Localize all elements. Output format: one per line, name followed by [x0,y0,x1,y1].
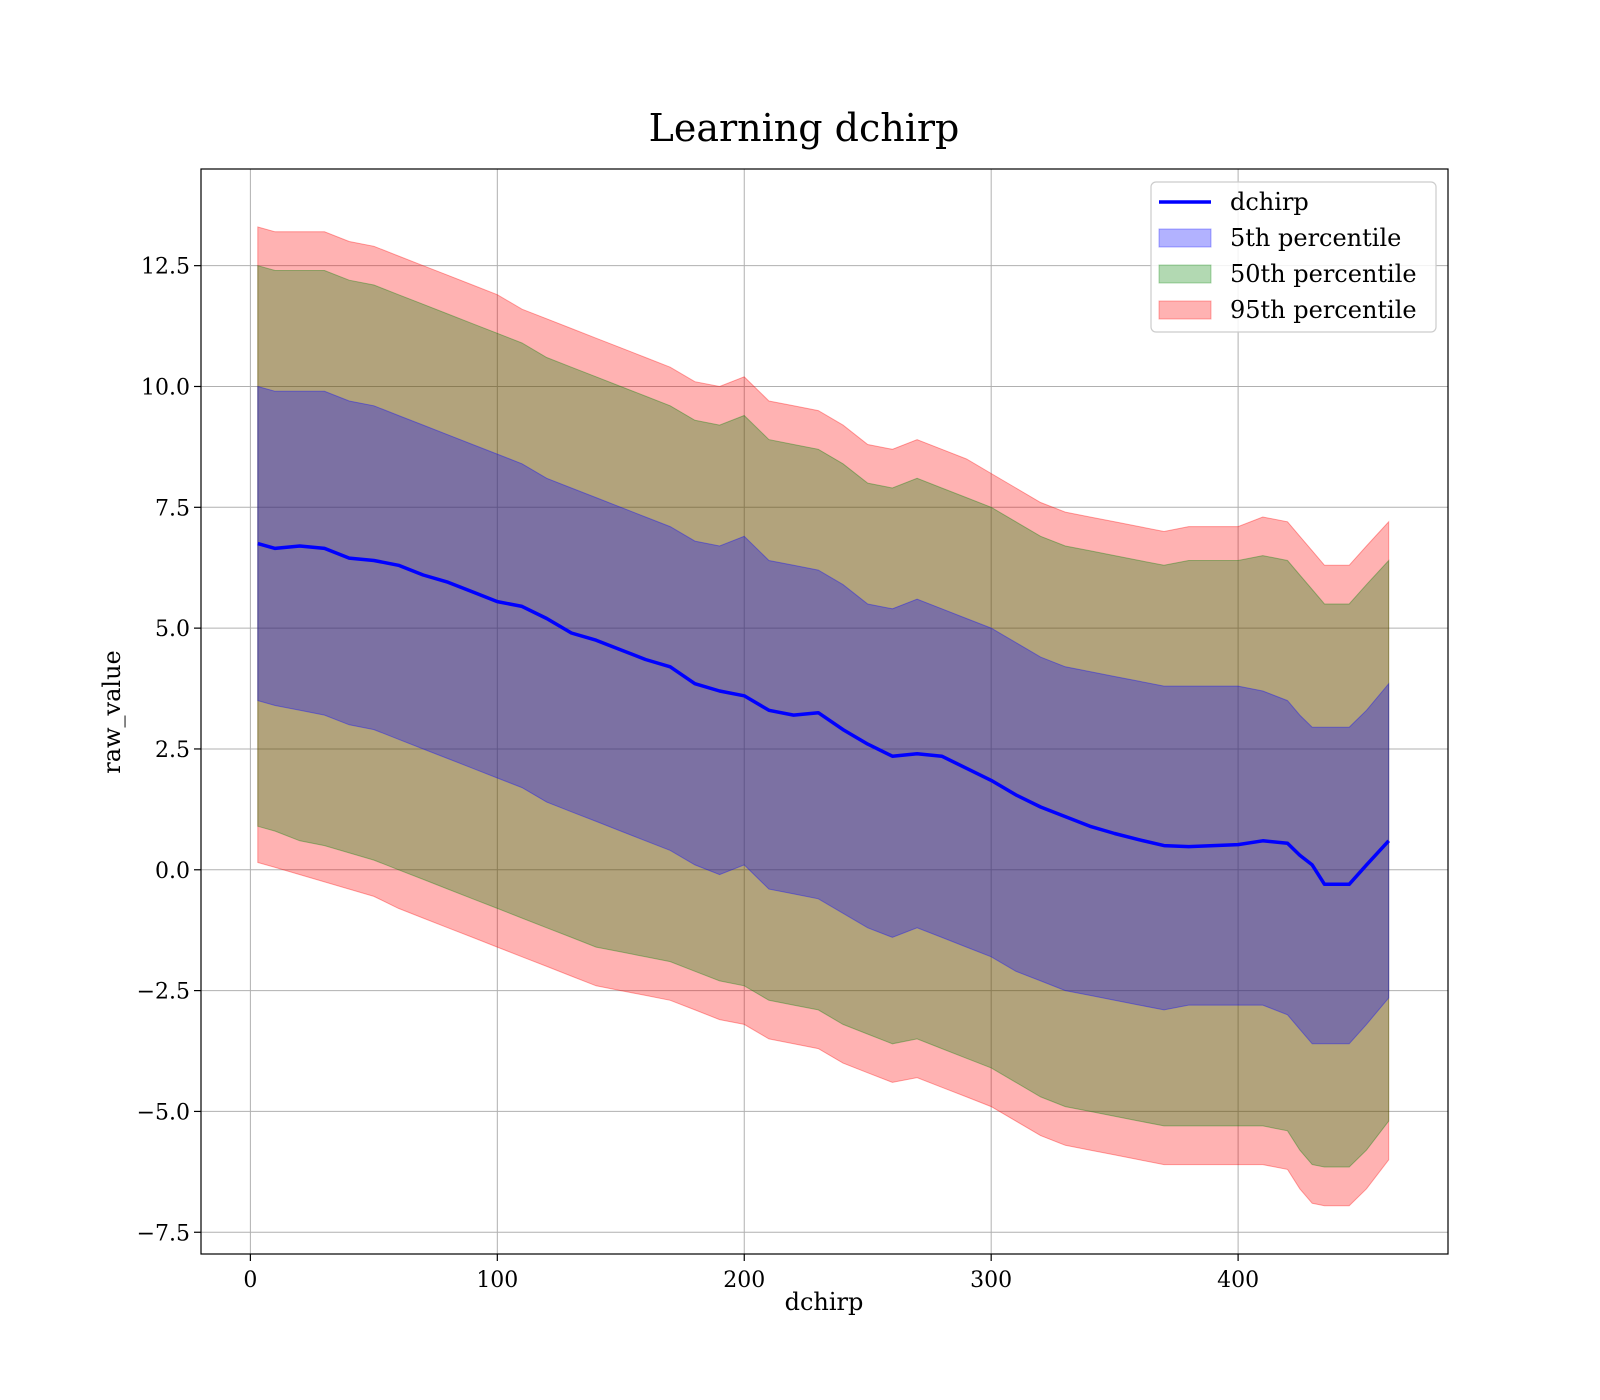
legend-label: 50th percentile [1230,260,1417,288]
legend: dchirp 5th percentile 50th percentile 95th … [1150,181,1437,333]
legend-label: 5th percentile [1230,224,1401,252]
y-axis-label: raw_value [98,650,126,774]
legend-swatch-patch [1158,300,1212,320]
y-tick-label: −2.5 [137,980,190,1005]
series-line [257,541,1390,887]
legend-box [1150,181,1437,333]
y-axis-ticks: −7.5 −5.0 −2.5 0.0 2.5 5.0 7.5 10.0 12.5 [137,255,201,1246]
plot-frame [200,168,1449,1255]
x-tick-label: 200 [723,1268,765,1293]
x-axis-label: dchirp [785,1288,864,1316]
x-tick-label: 300 [970,1268,1012,1293]
legend-label: dchirp [1230,188,1309,216]
y-tick-label: −5.0 [137,1100,190,1125]
x-tick-label: 100 [476,1268,518,1293]
legend-swatch-patch [1158,264,1212,284]
y-tick-label: 0.0 [155,859,190,884]
legend-label: 95th percentile [1230,296,1417,324]
line-dchirp [257,541,1390,887]
chart-title: Learning dchirp [649,106,960,150]
x-axis-ticks: 0 100 200 300 400 [243,1254,1259,1293]
y-tick-label: −7.5 [137,1221,190,1246]
x-tick-label: 400 [1217,1268,1259,1293]
y-tick-label: 5.0 [155,617,190,642]
y-tick-label: 12.5 [141,255,190,280]
x-tick-label: 0 [243,1268,257,1293]
y-tick-label: 7.5 [155,496,190,521]
y-tick-label: 2.5 [155,738,190,763]
legend-swatch-patch [1158,228,1212,248]
y-tick-label: 10.0 [141,375,190,400]
